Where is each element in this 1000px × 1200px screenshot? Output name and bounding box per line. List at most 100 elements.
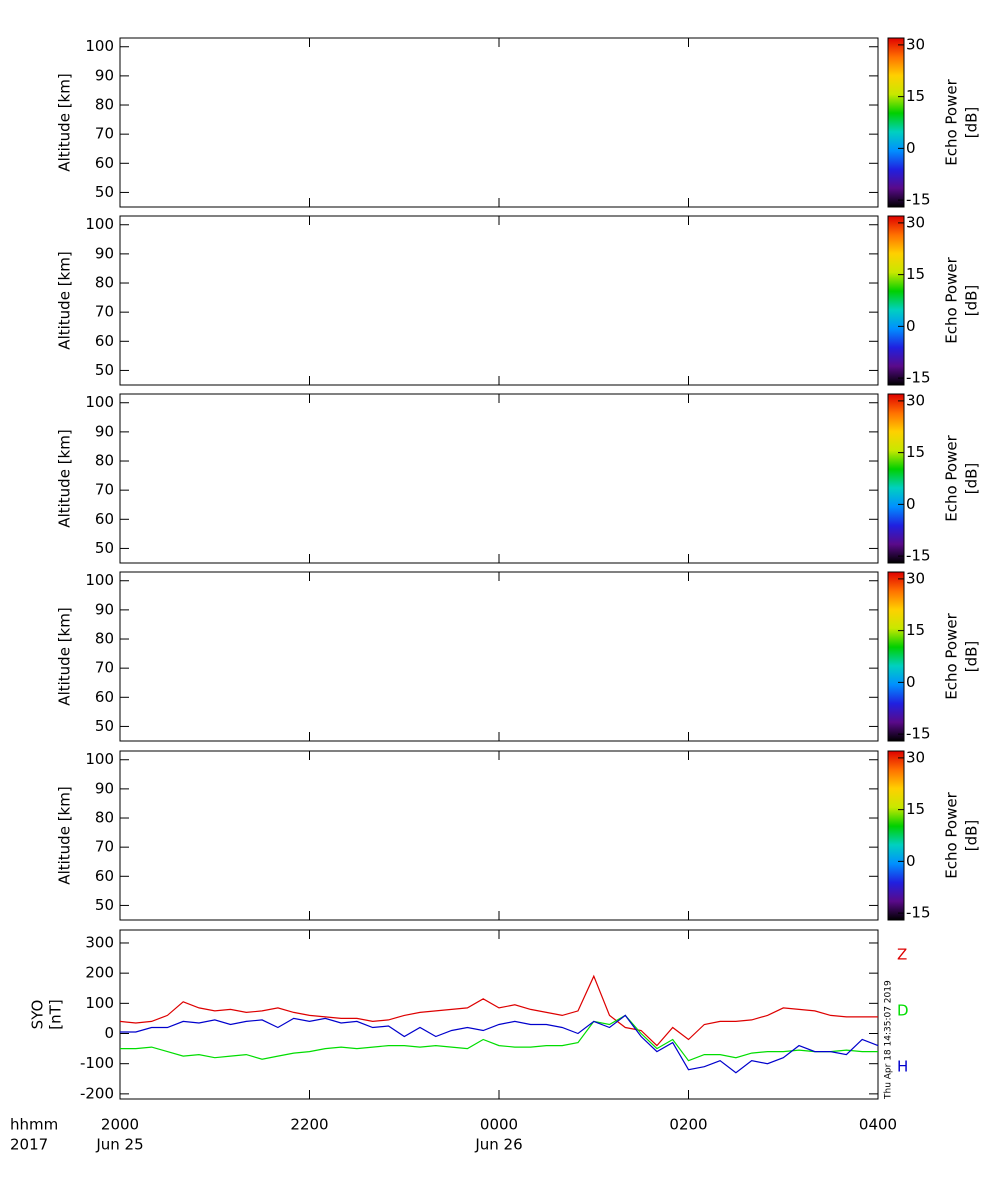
y-tick-label: 50 (95, 717, 114, 735)
y-tick-label: 60 (95, 688, 114, 706)
colorbar-tick-label: -15 (906, 547, 931, 565)
colorbar-label: [dB] (963, 285, 981, 317)
x-tick-label: 2000 (101, 1116, 139, 1134)
y-tick-label: 90 (95, 66, 114, 84)
y-tick-label: -200 (80, 1084, 114, 1102)
y-tick-label: 100 (85, 571, 114, 589)
y-tick-label: 80 (95, 809, 114, 827)
y-axis-label: Altitude [km] (56, 73, 74, 171)
y-axis-label: Altitude [km] (56, 429, 74, 527)
colorbar-tick-label: 15 (906, 621, 925, 639)
colorbar (887, 37, 905, 208)
panel-frame (119, 393, 879, 564)
colorbar-tick-label: 30 (906, 35, 925, 53)
y-tick-label: 60 (95, 867, 114, 885)
y-axis-label: SYO (29, 1000, 47, 1030)
colorbar-tick-label: 0 (906, 317, 916, 335)
y-tick-label: 70 (95, 838, 114, 856)
y-tick-label: 80 (95, 274, 114, 292)
y-tick-label: 50 (95, 896, 114, 914)
y-tick-label: 90 (95, 779, 114, 797)
colorbar-tick-label: -15 (906, 369, 931, 387)
colorbar-label: [dB] (963, 820, 981, 852)
y-tick-label: 90 (95, 244, 114, 262)
y-tick-label: -100 (80, 1054, 114, 1072)
y-tick-label: 90 (95, 422, 114, 440)
panel-frame (119, 750, 879, 921)
y-tick-label: 0 (104, 1024, 114, 1042)
x-tick-label: 0200 (669, 1116, 707, 1134)
colorbar-label: Echo Power (943, 256, 961, 343)
y-tick-label: 70 (95, 303, 114, 321)
colorbar (887, 571, 905, 742)
colorbar-tick-label: 30 (906, 391, 925, 409)
y-tick-label: 100 (85, 994, 114, 1012)
data-line (120, 1014, 879, 1074)
panel-frame (119, 37, 879, 208)
colorbar-tick-label: 0 (906, 673, 916, 691)
colorbar-tick-label: 0 (906, 852, 916, 870)
colorbar-tick-label: -15 (906, 904, 931, 922)
y-tick-label: 70 (95, 481, 114, 499)
y-tick-label: 60 (95, 332, 114, 350)
y-tick-label: 100 (85, 37, 114, 55)
y-tick-label: 60 (95, 154, 114, 172)
colorbar-label: [dB] (963, 463, 981, 495)
timestamp: Thu Apr 18 14:35:07 2019 (884, 980, 894, 1100)
y-tick-label: 50 (95, 539, 114, 557)
colorbar-tick-label: 15 (906, 265, 925, 283)
y-tick-label: 100 (85, 215, 114, 233)
y-tick-label: 80 (95, 630, 114, 648)
y-tick-label: 200 (85, 964, 114, 982)
colorbar-tick-label: 15 (906, 800, 925, 818)
y-tick-label: 60 (95, 510, 114, 528)
y-tick-label: 50 (95, 361, 114, 379)
y-tick-label: 70 (95, 659, 114, 677)
panel-frame (119, 929, 879, 1100)
legend-entry: D (897, 1002, 909, 1020)
colorbar-tick-label: 15 (906, 443, 925, 461)
x-tick-label: 0400 (859, 1116, 897, 1134)
panel-frame (119, 571, 879, 742)
colorbar-label: Echo Power (943, 612, 961, 699)
x-tick-label: 2200 (290, 1116, 328, 1134)
data-line (119, 974, 878, 1047)
colorbar-tick-label: 0 (906, 139, 916, 157)
colorbar-tick-label: 30 (906, 569, 925, 587)
date-label: Jun 25 (95, 1136, 143, 1154)
y-tick-label: 50 (95, 183, 114, 201)
colorbar-label: Echo Power (943, 791, 961, 878)
colorbar (887, 393, 905, 564)
colorbar-tick-label: -15 (906, 191, 931, 209)
colorbar (887, 750, 905, 921)
colorbar-label: [dB] (963, 641, 981, 673)
colorbar-label: Echo Power (943, 434, 961, 521)
y-tick-label: 90 (95, 600, 114, 618)
y-tick-label: 100 (85, 750, 114, 768)
colorbar-label: Echo Power (943, 78, 961, 165)
colorbar (887, 215, 905, 386)
colorbar-tick-label: 0 (906, 495, 916, 513)
colorbar-tick-label: 30 (906, 748, 925, 766)
y-tick-label: 70 (95, 125, 114, 143)
x-axis-label: hhmm (10, 1116, 58, 1134)
legend-entry: Z (897, 946, 907, 964)
date-label: Jun 26 (474, 1136, 522, 1154)
colorbar-label: [dB] (963, 107, 981, 139)
y-axis-label: [nT] (47, 999, 65, 1029)
x-tick-label: 0000 (480, 1116, 518, 1134)
colorbar-tick-label: -15 (906, 725, 931, 743)
panel-frame (119, 215, 879, 386)
y-tick-label: 300 (85, 933, 114, 951)
year-label: 2017 (10, 1136, 48, 1154)
y-tick-label: 80 (95, 452, 114, 470)
data-line (120, 1014, 878, 1062)
y-tick-label: 80 (95, 96, 114, 114)
legend-entry: H (897, 1058, 908, 1076)
y-axis-label: Altitude [km] (56, 786, 74, 884)
colorbar-tick-label: 15 (906, 87, 925, 105)
colorbar-tick-label: 30 (906, 213, 925, 231)
y-tick-label: 100 (85, 393, 114, 411)
y-axis-label: Altitude [km] (56, 607, 74, 705)
